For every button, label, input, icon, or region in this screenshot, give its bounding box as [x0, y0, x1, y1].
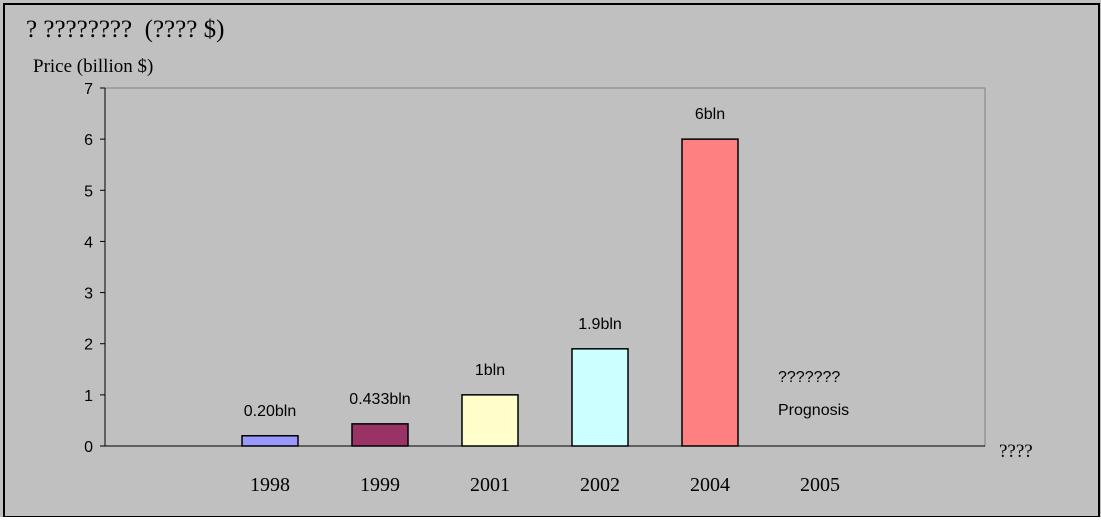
- x-tick-label: 1998: [250, 474, 290, 496]
- data-label-1999: 0.433bln: [349, 391, 410, 408]
- y-tick-label: 6: [84, 132, 93, 149]
- bottom-strip: [0, 517, 1101, 522]
- bar-2004: [681, 138, 739, 447]
- bar-2001: [461, 394, 519, 447]
- x-tick-label: 2005: [800, 474, 840, 496]
- chart-title: ? ???????? (???? $): [26, 16, 225, 43]
- bar-2002: [571, 348, 629, 447]
- data-label-2001: 1bln: [475, 362, 505, 379]
- x-tick-label: 2002: [580, 474, 620, 496]
- y-tick-label: 7: [84, 81, 93, 98]
- x-tick-label: 2004: [690, 474, 730, 496]
- data-label-2002: 1.9bln: [578, 316, 622, 333]
- x-axis-label: ????: [999, 441, 1033, 462]
- prognosis-annotation-line1: ???????: [778, 369, 840, 386]
- y-axis-label: Price (billion $): [33, 56, 154, 77]
- y-tick-label: 3: [84, 286, 93, 303]
- plot-area: [104, 87, 986, 447]
- y-tick-label: 2: [84, 337, 93, 354]
- x-tick-label: 2001: [470, 474, 510, 496]
- data-label-1998: 0.20bln: [244, 403, 297, 420]
- y-tick-label: 1: [84, 388, 93, 405]
- x-tick-label: 1999: [360, 474, 400, 496]
- y-tick-label: 4: [84, 234, 93, 251]
- bar-1998: [241, 435, 299, 447]
- bar-1999: [351, 423, 409, 447]
- data-label-2004: 6bln: [695, 106, 725, 123]
- prognosis-annotation-line2: Prognosis: [778, 402, 849, 419]
- y-tick-label: 5: [84, 183, 93, 200]
- y-tick-label: 0: [84, 439, 93, 456]
